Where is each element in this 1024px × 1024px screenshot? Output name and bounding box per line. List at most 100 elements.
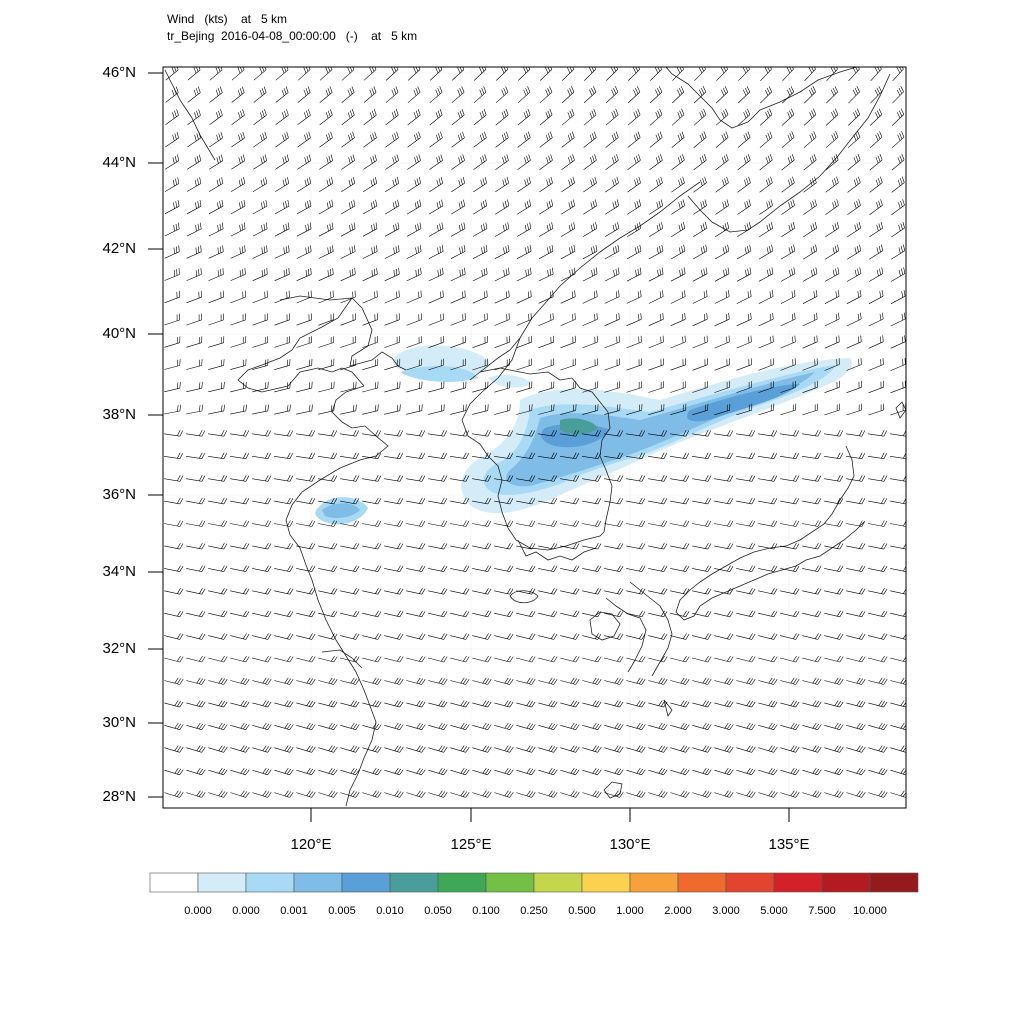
wind-barb: [296, 588, 316, 595]
wind-barb: [516, 745, 536, 753]
wind-barb: [517, 154, 531, 170]
wind-barb: [450, 633, 470, 640]
wind-barb: [802, 565, 822, 572]
wind-barb: [780, 655, 800, 663]
wind-barb: [626, 290, 642, 304]
wind-barb: [692, 745, 712, 753]
wind-barb: [714, 267, 730, 282]
wind-barb: [186, 222, 202, 237]
wind-barb: [582, 677, 602, 685]
wind-barb: [846, 722, 866, 730]
wind-barb: [780, 790, 800, 798]
wind-barb: [670, 722, 690, 730]
wind-barb: [495, 154, 509, 170]
wind-barb: [186, 700, 206, 708]
colorbar-label: 0.100: [472, 905, 500, 917]
coastline: [461, 391, 605, 551]
wind-barb: [605, 86, 619, 104]
coastline: [687, 73, 891, 233]
precip-area: [400, 366, 478, 382]
wind-barb: [648, 790, 668, 798]
wind-barb: [670, 745, 690, 753]
wind-barb: [296, 655, 316, 663]
wind-barb: [296, 745, 316, 753]
coastline: [479, 367, 561, 381]
wind-barb: [560, 768, 580, 776]
wind-barb: [252, 633, 272, 640]
wind-barb: [362, 790, 382, 798]
wind-barb: [208, 768, 228, 776]
wind-barb: [670, 381, 686, 393]
wind-barb: [406, 245, 422, 259]
wind-barb: [473, 199, 488, 215]
wind-barb: [252, 588, 272, 595]
wind-barb: [846, 429, 866, 437]
wind-barb: [274, 588, 294, 595]
wind-barb: [648, 497, 668, 505]
lat-label-40n: 40°N: [102, 325, 136, 342]
wind-barb: [296, 677, 316, 685]
coastline: [675, 445, 865, 621]
wind-barb: [868, 542, 888, 550]
wind-barb: [692, 381, 708, 393]
coastline: [321, 649, 363, 669]
wind-barb: [780, 403, 797, 416]
wind-barb: [714, 358, 730, 371]
wind-barb: [406, 790, 426, 798]
wind-barb: [714, 565, 734, 572]
wind-barb: [164, 520, 184, 527]
colorbar-label: 0.001: [280, 905, 308, 917]
wind-barb: [626, 745, 646, 753]
wind-barb: [538, 313, 554, 326]
wind-barb: [340, 520, 360, 527]
wind-barb: [186, 268, 202, 281]
wind-barb: [692, 700, 712, 708]
wind-barb: [274, 199, 290, 215]
wind-barb: [802, 403, 818, 416]
wind-barb: [296, 542, 316, 550]
wind-barb: [802, 335, 818, 349]
lon-label-130e: 130°E: [609, 836, 651, 853]
wind-barb: [561, 131, 575, 148]
wind-barb: [186, 722, 206, 730]
wind-barb: [450, 381, 467, 393]
wind-barb: [538, 497, 558, 505]
wind-barb: [252, 768, 272, 776]
wind-barb: [890, 611, 906, 618]
wind-barb: [274, 565, 294, 572]
wind-barb: [472, 542, 492, 550]
wind-barb: [164, 722, 184, 730]
wind-barb: [825, 131, 839, 148]
wind-barb: [252, 267, 268, 281]
wind-barb: [824, 722, 844, 730]
wind-barb: [318, 610, 338, 618]
wind-barb: [253, 86, 267, 103]
wind-barb: [670, 768, 690, 776]
wind-barb: [758, 655, 778, 663]
wind-barb: [716, 67, 728, 81]
wind-barb: [186, 290, 202, 304]
wind-barb: [891, 244, 906, 260]
wind-barb: [780, 542, 800, 550]
wind-barb: [362, 497, 382, 505]
wind-barb: [758, 768, 778, 776]
wind-barb: [385, 86, 399, 103]
wind-barb: [648, 312, 664, 326]
wind-barb: [626, 700, 646, 708]
wind-barb: [208, 542, 228, 550]
colorbar-label: 0.010: [376, 905, 404, 917]
wind-barb: [846, 452, 866, 459]
wind-barb: [494, 475, 514, 482]
coastlines: [164, 67, 906, 807]
wind-barb: [626, 633, 646, 640]
wind-barb: [802, 655, 822, 663]
wind-barb: [252, 542, 272, 550]
wind-barb: [802, 790, 822, 798]
wind-barb: [539, 131, 553, 148]
wind-barb: [692, 290, 708, 304]
wind-barb: [781, 131, 795, 148]
wind-barb: [869, 153, 883, 171]
wind-barb: [736, 745, 756, 753]
wind-barb: [230, 565, 250, 572]
